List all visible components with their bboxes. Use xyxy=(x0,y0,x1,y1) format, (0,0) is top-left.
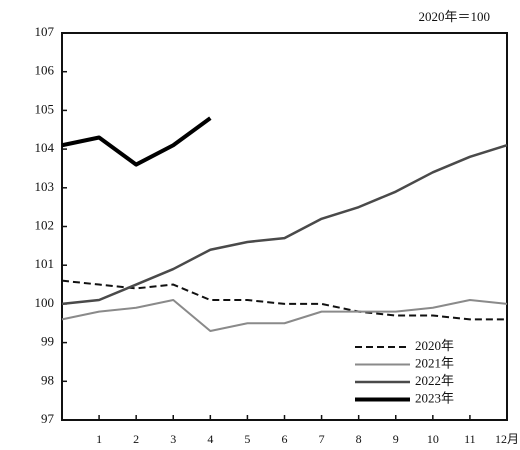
x-tick-label: 12月 xyxy=(495,432,519,446)
x-tick-label: 1 xyxy=(96,432,102,446)
x-tick-label: 5 xyxy=(244,432,250,446)
y-tick-label: 100 xyxy=(35,295,55,310)
series-line xyxy=(61,144,508,306)
y-tick-label: 105 xyxy=(35,101,55,116)
legend-label: 2022年 xyxy=(415,373,454,388)
annotation: 2020年＝100 xyxy=(418,9,490,24)
y-tick-label: 99 xyxy=(41,334,54,349)
y-tick-label: 102 xyxy=(35,217,55,232)
legend-label: 2020年 xyxy=(415,338,454,353)
x-tick-label: 10 xyxy=(427,432,439,446)
y-tick-label: 106 xyxy=(35,63,55,78)
x-tick-label: 3 xyxy=(170,432,176,446)
series-line xyxy=(61,116,212,167)
x-tick-label: 9 xyxy=(393,432,399,446)
y-tick-label: 107 xyxy=(35,24,55,39)
y-tick-label: 104 xyxy=(35,140,55,155)
y-tick-label: 98 xyxy=(41,372,54,387)
x-tick-label: 11 xyxy=(464,432,476,446)
y-tick-label: 103 xyxy=(35,179,55,194)
legend-label: 2021年 xyxy=(415,355,454,370)
y-tick-label: 101 xyxy=(35,256,55,271)
y-tick-label: 97 xyxy=(41,411,55,426)
legend-label: 2023年 xyxy=(415,390,454,405)
series-line xyxy=(61,279,507,321)
series-line xyxy=(61,299,508,332)
x-tick-label: 7 xyxy=(319,432,325,446)
x-tick-label: 6 xyxy=(282,432,288,446)
x-tick-label: 4 xyxy=(207,432,213,446)
x-tick-label: 8 xyxy=(356,432,362,446)
x-tick-label: 2 xyxy=(133,432,139,446)
